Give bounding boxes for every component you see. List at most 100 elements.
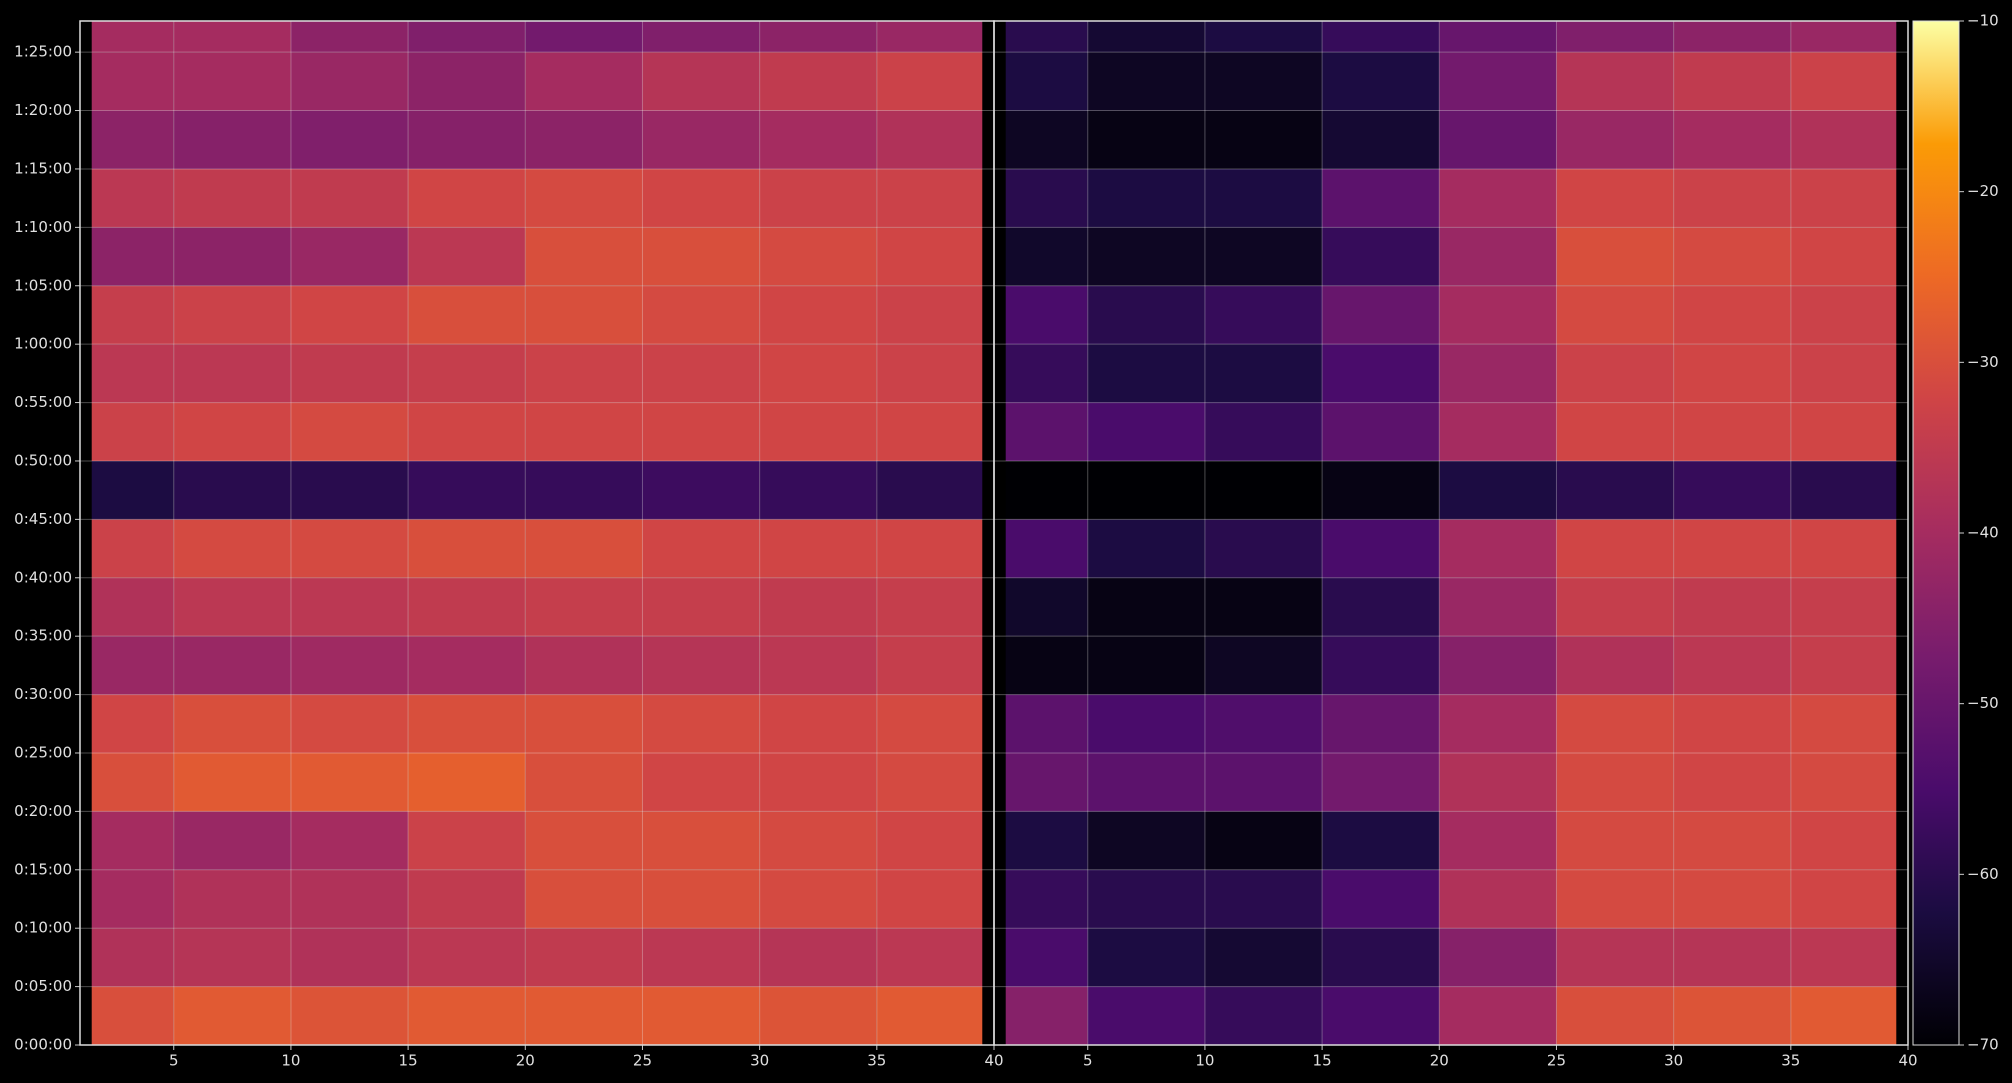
heat-cell [642,752,760,812]
heat-cell [1322,460,1440,520]
heat-cell [1556,986,1674,1045]
heat-cell [1673,168,1791,228]
heat-cell [525,519,643,578]
heat-cell [1322,52,1440,111]
heat-cell [1087,519,1205,578]
heat-cell [525,285,643,345]
heat-cell [876,402,983,461]
heat-cell [173,227,291,286]
heat-cell [1790,694,1897,753]
heat-cell [173,21,291,53]
heat-cell [525,577,643,637]
heat-cell [408,986,526,1045]
heat-cell [759,344,877,403]
heat-cell [525,402,643,461]
heat-cell [1790,344,1897,403]
heat-cell [290,110,409,169]
heat-cell [1556,869,1674,929]
heat-cell [1439,168,1557,228]
heat-cell [408,402,526,461]
heat-cell [1204,986,1323,1045]
x-tick-label: 40 [1898,1052,1917,1070]
heat-cell [290,636,409,695]
heat-cell [642,402,760,461]
heat-cell [91,752,174,812]
heat-cell [1204,928,1323,987]
colorbar-tick-label: −10 [1967,12,1999,30]
heat-cell [1556,227,1674,286]
heat-cell [173,986,291,1045]
heat-cell [1439,110,1557,169]
heat-cell [1087,577,1205,637]
heat-cell [1005,52,1088,111]
heat-cell [759,285,877,345]
heat-cell [876,110,983,169]
heat-cell [173,460,291,520]
x-tick-label: 30 [1664,1052,1683,1070]
heat-cell [1790,986,1897,1045]
heat-cell [759,227,877,286]
heat-cell [642,285,760,345]
heat-cell [290,168,409,228]
y-tick-label: 1:25:00 [14,43,72,61]
heat-cell [91,285,174,345]
heat-cell [1673,986,1791,1045]
heat-cell [408,52,526,111]
x-tick-label: 15 [1313,1052,1332,1070]
heat-cell [1005,928,1088,987]
heat-cell [91,636,174,695]
heat-cell [173,577,291,637]
heat-cell [1439,21,1557,53]
heat-cell [1005,519,1088,578]
heat-cell [876,869,983,929]
heat-cell [1005,344,1088,403]
heat-cell [1204,694,1323,753]
heat-cell [759,110,877,169]
x-tick-label: 20 [1430,1052,1449,1070]
colorbar-tick-label: −30 [1967,353,1999,371]
heat-cell [1204,168,1323,228]
heat-cell [173,694,291,753]
heat-cell [759,694,877,753]
heat-cell [1087,811,1205,870]
heat-cell [1322,577,1440,637]
heat-cell [408,519,526,578]
heat-cell [1673,869,1791,929]
heat-cell [1556,168,1674,228]
heat-cell [1556,694,1674,753]
heat-cell [1790,21,1897,53]
heat-cell [1204,227,1323,286]
y-tick-label: 1:15:00 [14,159,72,177]
heat-cell [525,869,643,929]
heat-cell [1322,344,1440,403]
heat-cell [290,402,409,461]
heat-cell [525,928,643,987]
heat-cell [876,811,983,870]
colorbar-tick-label: −60 [1967,865,1999,883]
heat-cell [1556,21,1674,53]
heat-cell [1322,811,1440,870]
heat-cell [759,519,877,578]
heat-cell [290,519,409,578]
heat-cell [759,402,877,461]
heat-cell [642,21,760,53]
heat-cell [290,811,409,870]
heat-cell [290,577,409,637]
heat-cell [1673,752,1791,812]
heat-cell [1556,285,1674,345]
heat-cell [91,21,174,53]
heat-cell [1556,752,1674,812]
heat-cell [1087,986,1205,1045]
colorbar-tick-label: −50 [1967,694,1999,712]
x-tick-label: 10 [281,1052,300,1070]
heat-cell [642,869,760,929]
y-tick-label: 0:50:00 [14,451,72,469]
heat-cell [1204,344,1323,403]
heat-cell [1204,519,1323,578]
heat-cell [1790,869,1897,929]
heat-cell [876,285,983,345]
heat-cell [408,928,526,987]
heat-cell [1204,402,1323,461]
heat-cell [525,21,643,53]
heat-cell [1439,636,1557,695]
